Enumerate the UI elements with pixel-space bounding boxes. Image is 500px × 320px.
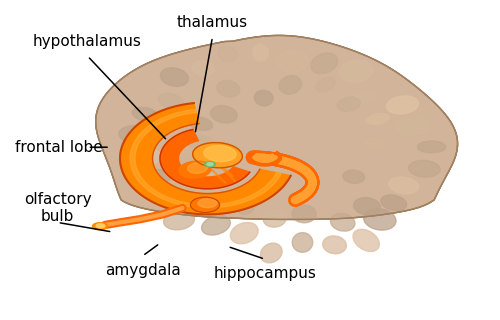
Ellipse shape bbox=[132, 107, 158, 121]
Ellipse shape bbox=[386, 96, 418, 114]
Ellipse shape bbox=[381, 195, 406, 211]
Ellipse shape bbox=[278, 51, 308, 72]
Ellipse shape bbox=[132, 149, 161, 164]
Text: amygdala: amygdala bbox=[104, 263, 180, 278]
Ellipse shape bbox=[343, 170, 364, 183]
Ellipse shape bbox=[185, 135, 214, 149]
Ellipse shape bbox=[179, 154, 203, 167]
Ellipse shape bbox=[263, 210, 286, 227]
Ellipse shape bbox=[230, 222, 258, 244]
Ellipse shape bbox=[292, 205, 316, 223]
Ellipse shape bbox=[202, 215, 230, 235]
Ellipse shape bbox=[311, 53, 338, 74]
Ellipse shape bbox=[198, 173, 218, 182]
Ellipse shape bbox=[207, 163, 213, 166]
Ellipse shape bbox=[316, 77, 335, 92]
Polygon shape bbox=[160, 130, 250, 189]
Text: hippocampus: hippocampus bbox=[214, 266, 316, 281]
Ellipse shape bbox=[252, 44, 268, 61]
Ellipse shape bbox=[408, 160, 440, 177]
Ellipse shape bbox=[353, 229, 380, 252]
Ellipse shape bbox=[279, 76, 301, 94]
Ellipse shape bbox=[158, 93, 183, 108]
Polygon shape bbox=[96, 36, 458, 220]
Text: frontal lobe: frontal lobe bbox=[15, 140, 103, 155]
Ellipse shape bbox=[119, 125, 155, 144]
Ellipse shape bbox=[388, 177, 418, 194]
Ellipse shape bbox=[204, 162, 216, 167]
Ellipse shape bbox=[418, 141, 446, 153]
Ellipse shape bbox=[330, 213, 355, 231]
Ellipse shape bbox=[254, 90, 273, 106]
Ellipse shape bbox=[366, 114, 389, 124]
Ellipse shape bbox=[340, 60, 372, 82]
Ellipse shape bbox=[364, 209, 396, 230]
Ellipse shape bbox=[198, 199, 217, 208]
Polygon shape bbox=[120, 103, 290, 214]
Ellipse shape bbox=[217, 80, 240, 97]
Text: olfactory
bulb: olfactory bulb bbox=[24, 192, 92, 224]
Ellipse shape bbox=[164, 211, 194, 230]
Ellipse shape bbox=[365, 138, 384, 148]
Ellipse shape bbox=[144, 170, 172, 184]
Ellipse shape bbox=[160, 68, 188, 86]
Ellipse shape bbox=[354, 90, 377, 104]
Text: hypothalamus: hypothalamus bbox=[33, 34, 142, 49]
Ellipse shape bbox=[188, 163, 208, 173]
Ellipse shape bbox=[260, 243, 282, 263]
Ellipse shape bbox=[188, 117, 212, 130]
Ellipse shape bbox=[352, 156, 379, 168]
Ellipse shape bbox=[238, 203, 254, 215]
Ellipse shape bbox=[322, 236, 346, 254]
Polygon shape bbox=[130, 109, 281, 208]
Ellipse shape bbox=[204, 146, 236, 162]
Ellipse shape bbox=[192, 60, 214, 76]
Ellipse shape bbox=[292, 233, 312, 252]
Ellipse shape bbox=[218, 46, 237, 62]
Ellipse shape bbox=[162, 184, 194, 202]
Ellipse shape bbox=[192, 143, 242, 168]
Ellipse shape bbox=[210, 106, 237, 123]
Ellipse shape bbox=[396, 117, 428, 135]
Ellipse shape bbox=[198, 196, 224, 211]
Ellipse shape bbox=[92, 223, 108, 230]
Ellipse shape bbox=[190, 197, 220, 212]
Ellipse shape bbox=[354, 198, 380, 215]
Ellipse shape bbox=[338, 97, 360, 111]
Text: thalamus: thalamus bbox=[177, 15, 248, 30]
Ellipse shape bbox=[179, 161, 211, 178]
Ellipse shape bbox=[96, 224, 105, 228]
